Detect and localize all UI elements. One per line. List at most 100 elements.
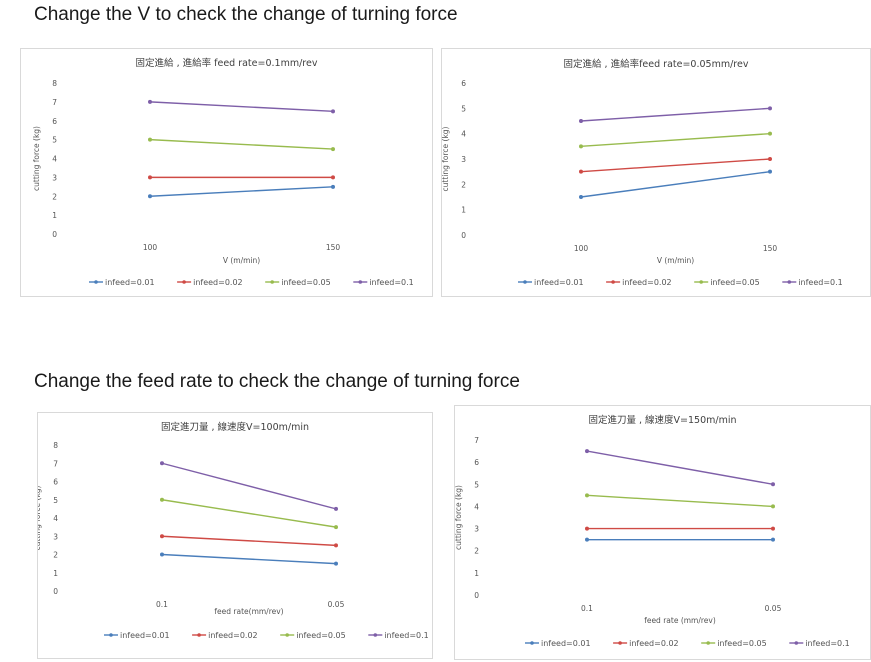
data-point bbox=[148, 99, 152, 104]
legend-entry: infeed=0.1 bbox=[353, 278, 414, 287]
y-tick-label: 6 bbox=[53, 478, 58, 487]
chart-title: 固定進刀量 , 線速度V=100m/min bbox=[161, 421, 309, 433]
series-line bbox=[161, 535, 337, 547]
data-point bbox=[768, 131, 772, 136]
data-point bbox=[160, 461, 164, 466]
data-point bbox=[160, 552, 164, 557]
legend-entry: infeed=0.05 bbox=[694, 278, 760, 287]
y-tick-label: 3 bbox=[461, 155, 466, 164]
series-line bbox=[161, 499, 337, 528]
x-tick-label: 0.1 bbox=[581, 604, 593, 613]
legend-entry: infeed=0.01 bbox=[525, 639, 591, 648]
data-point bbox=[579, 144, 583, 149]
legend-label: infeed=0.05 bbox=[296, 631, 346, 640]
x-tick-label: 0.1 bbox=[156, 600, 168, 609]
chart-panel-feed-v-100: 固定進刀量 , 線速度V=100m/min 0 1 2 3 4 5 6 7 8 cutting fo… bbox=[37, 412, 433, 659]
chart-feed-v-100: 固定進刀量 , 線速度V=100m/min 0 1 2 3 4 5 6 7 8 cutting fo… bbox=[38, 421, 429, 640]
legend-label: infeed=0.02 bbox=[193, 278, 243, 287]
legend-label: infeed=0.1 bbox=[369, 278, 413, 287]
series-line bbox=[149, 138, 334, 150]
y-tick-label: 4 bbox=[52, 155, 57, 164]
x-tick-label: 100 bbox=[574, 244, 589, 253]
series-line bbox=[149, 101, 334, 113]
y-tick-label: 5 bbox=[53, 496, 58, 505]
data-point bbox=[334, 506, 338, 511]
x-tick-label: 0.05 bbox=[765, 604, 782, 613]
y-tick-label: 4 bbox=[53, 514, 58, 523]
y-tick-label: 4 bbox=[474, 502, 479, 511]
series-line bbox=[580, 158, 771, 173]
legend-label: infeed=0.05 bbox=[710, 278, 760, 287]
legend-entry: infeed=0.1 bbox=[789, 639, 850, 648]
legend-entry: infeed=0.02 bbox=[192, 631, 258, 640]
legend-label: infeed=0.05 bbox=[281, 278, 331, 287]
y-tick-label: 5 bbox=[474, 480, 479, 489]
data-point bbox=[768, 157, 772, 161]
y-tick-label: 0 bbox=[461, 231, 466, 240]
legend-marker bbox=[373, 633, 378, 637]
series-line bbox=[580, 107, 771, 122]
series-line bbox=[586, 494, 774, 508]
data-point bbox=[148, 137, 152, 142]
data-point bbox=[331, 109, 335, 114]
legend-marker bbox=[530, 641, 534, 645]
data-point bbox=[160, 534, 164, 539]
y-tick-label: 0 bbox=[474, 591, 479, 600]
data-point bbox=[771, 482, 775, 487]
data-point bbox=[771, 537, 775, 542]
legend-marker bbox=[109, 633, 113, 637]
data-point bbox=[585, 449, 589, 454]
x-axis-label: feed rate (mm/rev) bbox=[644, 616, 716, 625]
y-tick-label: 1 bbox=[474, 569, 479, 578]
y-tick-label: 3 bbox=[52, 173, 57, 182]
data-point bbox=[771, 504, 775, 509]
legend-entry: infeed=0.05 bbox=[265, 278, 331, 287]
y-tick-label: 1 bbox=[461, 206, 466, 215]
section-title-feed-rate: Change the feed rate to check the change… bbox=[34, 371, 520, 392]
legend-marker bbox=[794, 641, 799, 645]
legend-marker bbox=[611, 280, 615, 284]
y-tick-label: 6 bbox=[461, 79, 466, 88]
series-line bbox=[580, 132, 771, 148]
data-point bbox=[768, 169, 772, 174]
series-line bbox=[580, 170, 771, 198]
chart-v-feed-0-05: 固定進給 , 進給率feed rate=0.05mm/rev 0 1 2 3 4 5 6 cut… bbox=[442, 58, 843, 287]
chart-v-feed-0-1: 固定進給 , 進給率 feed rate=0.1mm/rev 0 1 2 3 4 5 6 7 8 c… bbox=[32, 57, 414, 287]
chart-feed-v-150: 固定進刀量 , 線速度V=150m/min 0 1 2 3 4 5 6 7 cutting for… bbox=[455, 414, 850, 648]
x-axis-label: V (m/min) bbox=[657, 256, 694, 265]
y-tick-label: 6 bbox=[52, 117, 57, 126]
data-point bbox=[585, 493, 589, 498]
y-tick-label: 0 bbox=[53, 587, 58, 596]
chart-title: 固定進刀量 , 線速度V=150m/min bbox=[588, 414, 736, 426]
y-tick-label: 2 bbox=[461, 180, 466, 189]
y-tick-label: 5 bbox=[461, 104, 466, 113]
series-line bbox=[161, 553, 337, 565]
y-axis-label: cutting force (kg) bbox=[38, 485, 42, 550]
data-point bbox=[771, 526, 775, 531]
legend-label: infeed=0.01 bbox=[120, 631, 170, 640]
x-tick-label: 150 bbox=[326, 243, 341, 252]
y-tick-label: 1 bbox=[53, 569, 58, 578]
data-point bbox=[334, 543, 338, 548]
legend-marker bbox=[94, 280, 98, 284]
data-point bbox=[331, 175, 335, 180]
data-point bbox=[585, 537, 589, 542]
legend-entry: infeed=0.1 bbox=[368, 631, 429, 640]
legend-label: infeed=0.02 bbox=[622, 278, 672, 287]
x-tick-label: 0.05 bbox=[328, 600, 345, 609]
y-tick-label: 5 bbox=[52, 136, 57, 145]
x-axis-label: feed rate(mm/rev) bbox=[214, 607, 283, 616]
data-point bbox=[334, 525, 338, 530]
y-tick-label: 7 bbox=[474, 436, 479, 445]
data-point bbox=[148, 194, 152, 199]
y-tick-label: 6 bbox=[474, 458, 479, 467]
x-axis-label: V (m/min) bbox=[223, 256, 260, 265]
y-tick-label: 4 bbox=[461, 130, 466, 139]
y-tick-label: 2 bbox=[53, 551, 58, 560]
y-tick-label: 7 bbox=[53, 459, 58, 468]
y-tick-label: 1 bbox=[52, 211, 57, 220]
legend-entry: infeed=0.05 bbox=[280, 631, 346, 640]
legend-marker bbox=[699, 280, 703, 284]
legend-entry: infeed=0.05 bbox=[701, 639, 767, 648]
chart-panel-v-feed-0-1: 固定進給 , 進給率 feed rate=0.1mm/rev 0 1 2 3 4 5 6 7 8 c… bbox=[20, 48, 433, 297]
